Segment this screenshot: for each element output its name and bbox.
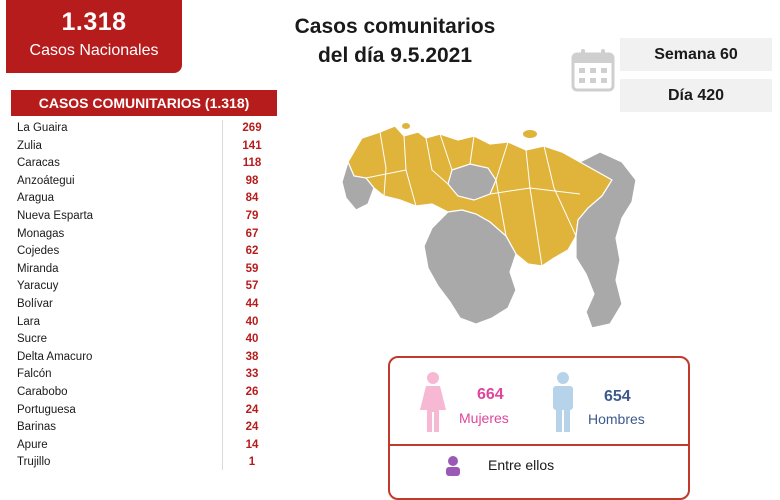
table-row: Anzoátegui 98: [11, 173, 277, 191]
state-name: Yaracuy: [17, 280, 59, 293]
footer-text: Entre ellos: [488, 457, 555, 473]
table-row: Carabobo 26: [11, 384, 277, 402]
case-count: 24: [245, 403, 259, 416]
state-name: Miranda: [17, 262, 59, 275]
state-name: Aragua: [17, 192, 55, 205]
woman-icon: [420, 372, 446, 437]
national-cases-label: Casos Nacionales: [29, 42, 159, 59]
case-count: 44: [245, 297, 259, 310]
case-count: 59: [245, 262, 259, 275]
gender-breakdown-box: 664 Mujeres 654 Hombres Entre ellos: [388, 356, 690, 500]
case-count: 67: [245, 227, 259, 240]
state-name: Falcón: [17, 368, 52, 381]
title-line-1: Casos comunitarios: [294, 15, 496, 38]
table-row: Zulia 141: [11, 138, 277, 156]
state-name: Delta Amacuro: [17, 350, 93, 363]
title-line-2: del día 9.5.2021: [317, 44, 473, 67]
state-name: Trujillo: [17, 456, 51, 469]
men-count: 654: [604, 388, 631, 405]
calendar-icon: [571, 48, 615, 97]
state-name: Lara: [17, 315, 41, 328]
table-row: Nueva Esparta 79: [11, 208, 277, 226]
women-label: Mujeres: [459, 410, 509, 426]
table-row: Caracas 118: [11, 155, 277, 173]
table-row: Lara 40: [11, 314, 277, 332]
table-row: Trujillo 1: [11, 454, 277, 472]
table-row: Portuguesa 24: [11, 402, 277, 420]
table-row: Bolívar 44: [11, 296, 277, 314]
case-count: 38: [245, 350, 259, 363]
case-count: 26: [245, 385, 259, 398]
table-header: CASOS COMUNITARIOS (1.318): [11, 90, 277, 116]
cases-table: La Guaira 269 Zulia 141 Caracas 118 Anzoátegui…: [11, 120, 277, 472]
state-name: Apure: [17, 438, 48, 451]
state-name: Caracas: [17, 157, 60, 170]
table-row: Delta Amacuro 38: [11, 349, 277, 367]
table-row: Sucre 40: [11, 331, 277, 349]
national-cases-number: 1.318: [61, 8, 127, 36]
state-name: Bolívar: [17, 297, 53, 310]
table-row: Miranda 59: [11, 261, 277, 279]
week-badge: Semana 60: [620, 38, 772, 71]
table-row: Aragua 84: [11, 190, 277, 208]
case-count: 40: [245, 315, 259, 328]
day-badge: Día 420: [620, 79, 772, 112]
national-cases-box: 1.318 Casos Nacionales: [6, 0, 182, 73]
state-name: Zulia: [17, 139, 42, 152]
table-row: Cojedes 62: [11, 243, 277, 261]
women-count: 664: [477, 386, 504, 403]
venezuela-map: [340, 118, 640, 338]
gender-box-divider: [390, 444, 688, 446]
case-count: 1: [248, 456, 256, 469]
case-count: 57: [245, 280, 259, 293]
case-count: 84: [245, 192, 259, 205]
page-title: Casos comunitarios del día 9.5.2021: [250, 12, 540, 70]
table-row: La Guaira 269: [11, 120, 277, 138]
table-row: Monagas 67: [11, 226, 277, 244]
state-name: Monagas: [17, 227, 65, 240]
case-count: 24: [245, 421, 259, 434]
case-count: 14: [245, 438, 259, 451]
case-count: 79: [245, 209, 259, 222]
case-count: 62: [245, 245, 259, 258]
state-name: Barinas: [17, 421, 56, 434]
table-divider: [222, 120, 223, 470]
state-name: Portuguesa: [17, 403, 76, 416]
case-count: 33: [245, 368, 259, 381]
case-count: 141: [242, 139, 262, 152]
case-count: 118: [242, 157, 262, 170]
case-count: 40: [245, 333, 259, 346]
table-row: Apure 14: [11, 437, 277, 455]
man-icon: [550, 372, 576, 437]
state-name: Sucre: [17, 333, 48, 346]
person-icon: [444, 456, 462, 481]
state-name: Anzoátegui: [17, 174, 75, 187]
state-name: Carabobo: [17, 385, 68, 398]
table-row: Falcón 33: [11, 366, 277, 384]
state-name: Cojedes: [17, 245, 60, 258]
men-label: Hombres: [588, 411, 645, 427]
table-row: Yaracuy 57: [11, 278, 277, 296]
state-name: La Guaira: [17, 122, 68, 134]
case-count: 269: [242, 122, 262, 134]
case-count: 98: [245, 174, 259, 187]
table-row: Barinas 24: [11, 419, 277, 437]
state-name: Nueva Esparta: [17, 209, 94, 222]
